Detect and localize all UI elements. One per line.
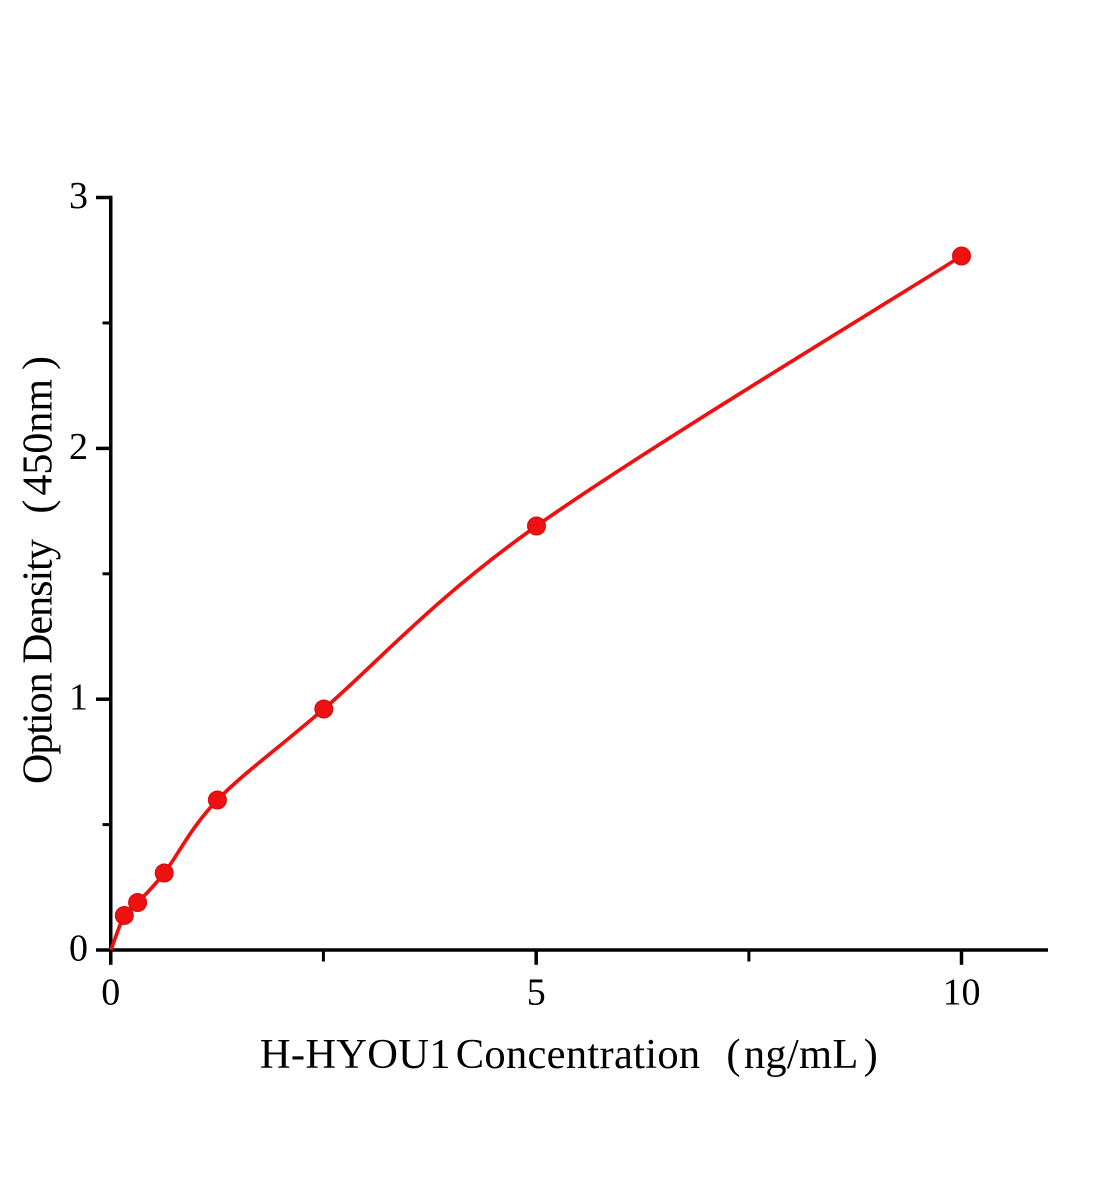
svg-text:0: 0 [69,928,88,970]
svg-text:2: 2 [69,426,88,468]
svg-text:5: 5 [527,972,546,1014]
svg-text:Option Density (450nm): Option Density (450nm) [16,356,62,784]
svg-text:3: 3 [69,175,88,217]
svg-text:H-HYOU1 Concentration (ng/mL): H-HYOU1 Concentration (ng/mL) [260,1031,878,1078]
svg-text:0: 0 [101,972,120,1014]
svg-text:10: 10 [943,972,981,1014]
svg-text:1: 1 [69,677,88,719]
